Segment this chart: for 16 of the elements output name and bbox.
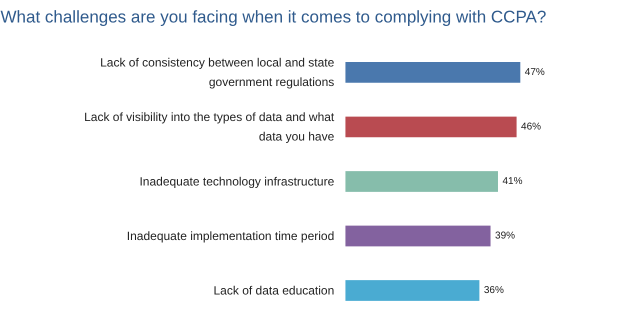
bar — [345, 280, 480, 301]
y-tick-label: Inadequate implementation time period — [126, 228, 334, 243]
bar — [345, 226, 491, 246]
data-label: 41% — [502, 176, 523, 187]
bar — [345, 116, 517, 138]
y-tick-label: Lack of data education — [214, 284, 334, 298]
data-label: 39% — [495, 230, 516, 242]
y-tick-label: Inadequate technology infrastructure — [139, 174, 335, 188]
y-tick-label: Lack of consistency between local and state government regulations — [100, 56, 335, 90]
data-label: 47% — [524, 66, 545, 78]
chart-title: What challenges are you facing when it comes to complying with CCPA? — [0, 8, 546, 26]
bar — [345, 62, 520, 83]
y-tick-label: Lack of visibility into the types of data and what data you have — [84, 110, 335, 144]
data-label: 36% — [484, 285, 504, 296]
bar — [345, 171, 498, 192]
data-label: 46% — [521, 121, 542, 132]
